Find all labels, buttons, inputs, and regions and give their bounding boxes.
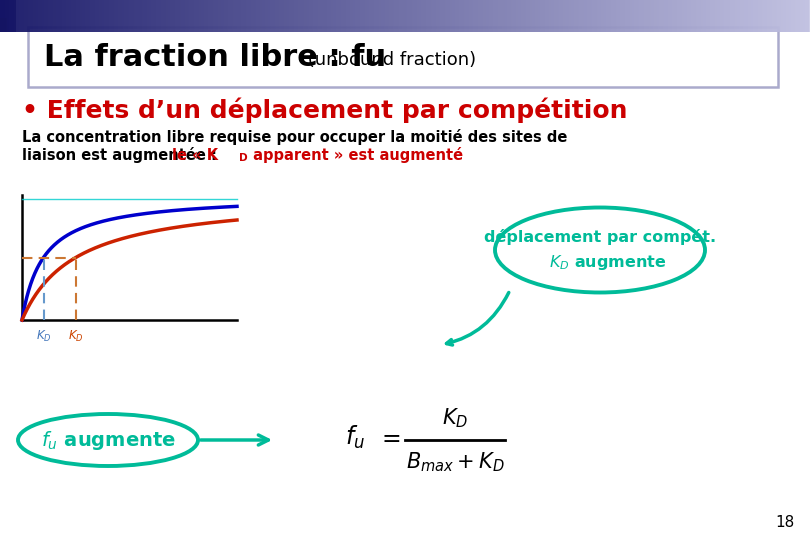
Text: liaison est augmentée :: liaison est augmentée : [22,147,222,163]
Text: $K_D$ augmente: $K_D$ augmente [549,253,667,273]
Text: D: D [239,153,248,163]
Bar [0,0,16,32]
Text: apparent » est augmenté: apparent » est augmenté [248,147,463,163]
Text: La concentration libre requise pour occuper la moitié des sites de: La concentration libre requise pour occu… [22,129,567,145]
Text: déplacement par compét.: déplacement par compét. [484,229,716,245]
Text: $K_D$: $K_D$ [36,328,51,343]
Bar [0,18,7,32]
FancyBboxPatch shape [28,27,778,87]
Text: 18: 18 [776,515,795,530]
Text: le « K: le « K [172,147,218,163]
Ellipse shape [18,414,198,466]
Text: $B_{max} + K_D$: $B_{max} + K_D$ [406,450,505,474]
Text: $f_u$: $f_u$ [345,423,365,450]
Text: La fraction libre : fu: La fraction libre : fu [44,43,386,71]
Text: • Effets d’un déplacement par compétition: • Effets d’un déplacement par compétitio… [22,97,628,123]
Text: $K_D$: $K_D$ [68,328,83,343]
Text: $K_D$: $K_D$ [442,406,468,430]
Text: $f_u$ augmente: $f_u$ augmente [40,429,176,451]
Text: (unbound fraction): (unbound fraction) [302,51,476,69]
Ellipse shape [495,207,705,293]
Text: $=$: $=$ [377,425,401,449]
